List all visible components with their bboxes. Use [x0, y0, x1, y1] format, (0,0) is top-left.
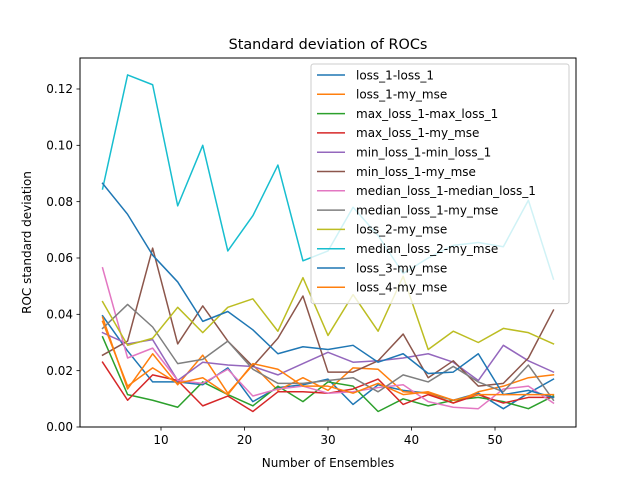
x-axis-label: Number of Ensembles — [262, 456, 395, 470]
legend-label-0: loss_1-loss_1 — [356, 68, 434, 82]
y-axis-label: ROC standard deviation — [20, 171, 34, 314]
series-line-5 — [101, 247, 555, 387]
series-line-7 — [101, 303, 555, 402]
legend-label-4: min_loss_1-min_loss_1 — [356, 146, 491, 160]
y-tick-label-4: 0.08 — [46, 195, 73, 209]
legend-label-6: median_loss_1-median_loss_1 — [356, 184, 536, 198]
chart-title: Standard deviation of ROCs — [229, 37, 428, 53]
y-tick-label-1: 0.02 — [46, 364, 73, 378]
series-line-0 — [101, 314, 555, 410]
x-tick-label-1: 20 — [237, 433, 252, 447]
legend-label-8: loss_2-my_mse — [356, 223, 447, 237]
y-tick-label-6: 0.12 — [46, 82, 73, 96]
legend-box — [310, 63, 570, 305]
series-line-2 — [101, 335, 555, 413]
x-tick-label-2: 30 — [320, 433, 335, 447]
series-line-11 — [101, 320, 555, 401]
legend-label-7: median_loss_1-my_mse — [356, 203, 498, 217]
x-axis-ticks: 10 20 30 40 50 — [153, 427, 503, 447]
y-axis-ticks: 0.00 0.02 0.04 0.06 0.08 0.10 0.12 — [46, 82, 80, 434]
y-tick-label-3: 0.06 — [46, 251, 73, 265]
series-line-4 — [101, 331, 555, 382]
series-line-6 — [101, 266, 555, 410]
x-tick-label-3: 40 — [404, 433, 419, 447]
legend-label-2: max_loss_1-max_loss_1 — [356, 107, 498, 121]
legend-label-9: median_loss_2-my_mse — [356, 242, 498, 256]
legend: loss_1-loss_1 loss_1-my_mse max_loss_1-max… — [310, 63, 570, 305]
x-tick-label-0: 10 — [153, 433, 168, 447]
legend-label-11: loss_4-my_mse — [356, 281, 447, 295]
x-tick-label-4: 50 — [487, 433, 502, 447]
legend-label-10: loss_3-my_mse — [356, 261, 447, 275]
series-line-1 — [101, 316, 555, 404]
y-tick-label-5: 0.10 — [46, 139, 73, 153]
legend-label-3: max_loss_1-my_mse — [356, 126, 479, 140]
y-tick-label-0: 0.00 — [46, 420, 73, 434]
legend-label-1: loss_1-my_mse — [356, 88, 447, 102]
series-line-8 — [101, 275, 555, 351]
series-line-10 — [101, 182, 555, 399]
y-tick-label-2: 0.04 — [46, 308, 73, 322]
legend-label-5: min_loss_1-my_mse — [356, 165, 476, 179]
